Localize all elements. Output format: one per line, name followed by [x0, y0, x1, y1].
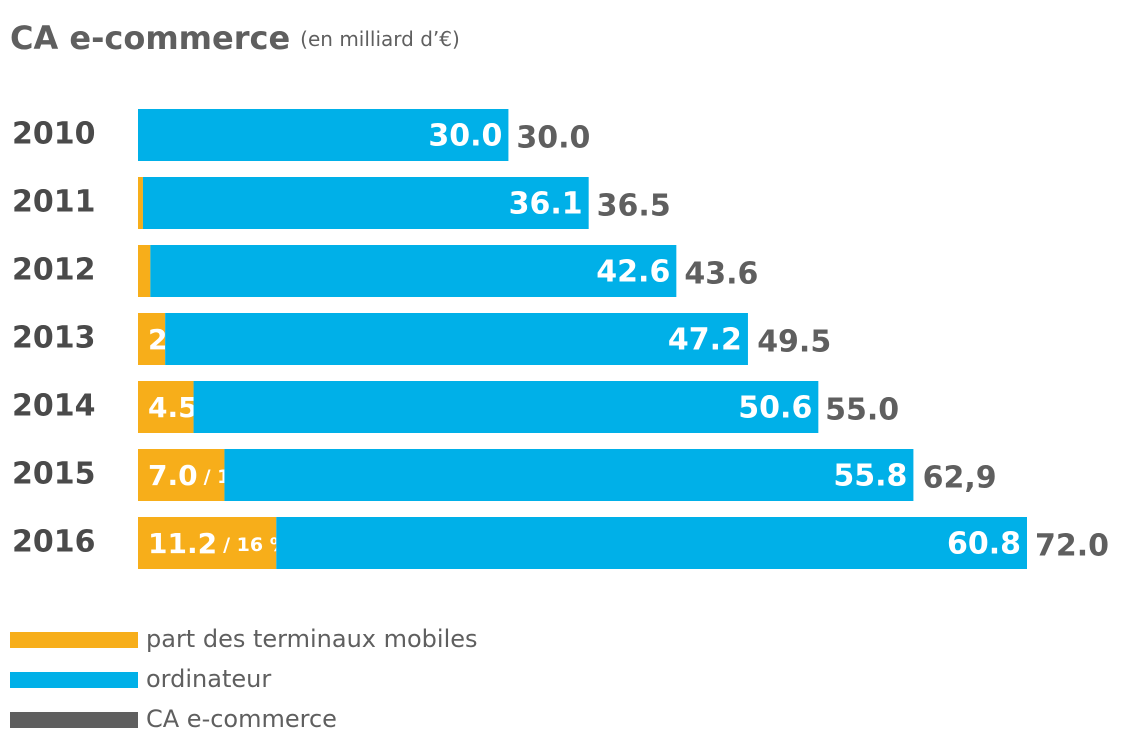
share-label: / 16 %: [223, 534, 289, 556]
data-label: 42.6: [596, 255, 670, 290]
value-label: 4.5: [148, 391, 198, 424]
legend-label: part des terminaux mobiles: [146, 625, 478, 653]
legend-swatch: [10, 712, 138, 728]
data-label: 30.0: [428, 119, 502, 154]
title: CA e-commerce: [10, 19, 290, 57]
bar-segment: [165, 313, 748, 365]
bar-segment: [138, 313, 166, 365]
legend-swatch: [10, 632, 138, 648]
legend-label: ordinateur: [146, 665, 271, 693]
value-label: 7.0: [148, 459, 198, 492]
y-tick-label: 2012: [12, 253, 96, 288]
bar-segment: [142, 177, 589, 229]
data-label: 60.8: [947, 527, 1021, 562]
data-label: 36.1: [509, 187, 583, 222]
bar-segment: [138, 517, 277, 569]
data-label: 50.6: [738, 391, 812, 426]
data-label: 55.8: [833, 459, 907, 494]
bar-segment: [138, 449, 225, 501]
bar-segment: [138, 381, 194, 433]
legend-label: CA e-commerce: [146, 705, 337, 733]
legend-swatch: [10, 672, 138, 688]
total-label: 55.0: [825, 393, 899, 428]
total-label: 43.6: [684, 257, 758, 292]
value-label: 11.2: [148, 527, 217, 560]
y-tick-label: 2011: [12, 185, 96, 220]
total-label: 30.0: [516, 121, 590, 156]
bar-segment: [150, 245, 677, 297]
bar-segment: [138, 109, 509, 161]
bar-segment: [138, 177, 143, 229]
total-label: 72.0: [1035, 529, 1109, 564]
y-tick-label: 2013: [12, 321, 96, 356]
chart-title: CA e-commerce (en milliard d’€): [10, 19, 460, 57]
bar-segment: [276, 517, 1027, 569]
y-tick-label: 2015: [12, 457, 96, 492]
data-label: 11.2 / 16 %: [148, 527, 289, 560]
y-tick-label: 2016: [12, 525, 96, 560]
data-label: 47.2: [668, 323, 742, 358]
y-tick-label: 2014: [12, 389, 96, 424]
bar-segment: [138, 245, 151, 297]
total-label: 36.5: [597, 189, 671, 224]
subtitle: (en milliard d’€): [300, 27, 460, 51]
bar-segment: [193, 381, 819, 433]
y-tick-label: 2010: [12, 117, 96, 152]
total-label: 49.5: [757, 325, 831, 360]
total-label: 62,9: [923, 461, 997, 496]
bar-segment: [224, 449, 914, 501]
